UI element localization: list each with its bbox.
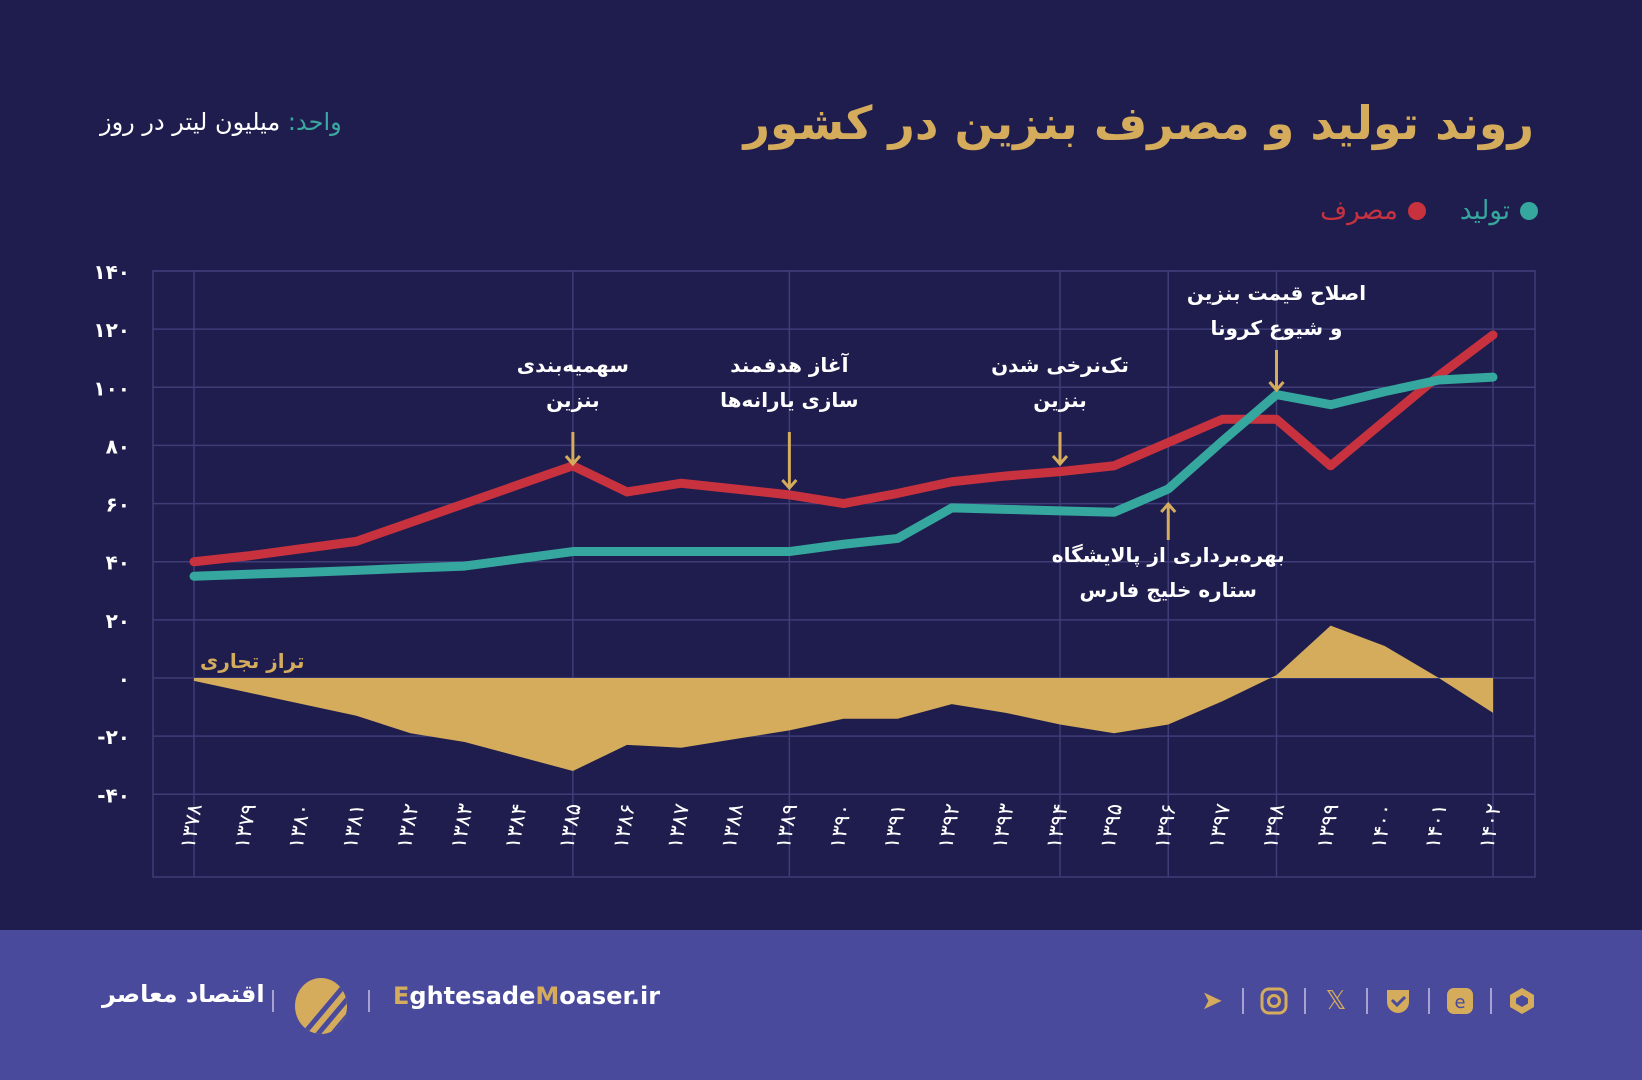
annotation-text: بنزین xyxy=(1033,388,1087,412)
x-tick-label: ۱۳۹۷ xyxy=(1204,802,1235,851)
telegram-icon[interactable]: ➤ xyxy=(1201,986,1223,1016)
brand-name: اقتصاد معاصر xyxy=(102,980,265,1008)
legend: تولید مصرف xyxy=(1320,196,1538,226)
annotation-text: بهره‌برداری از پالایشگاه xyxy=(1052,543,1285,568)
bale-icon[interactable] xyxy=(1381,984,1415,1018)
x-tick-label: ۱۳۸۶ xyxy=(608,802,639,851)
brand-logo xyxy=(295,978,347,1034)
x-tick-label: ۱۳۸۰ xyxy=(284,802,315,851)
annotation-text: ستاره خلیج فارس xyxy=(1080,578,1257,602)
arrow-head-icon xyxy=(1268,381,1285,393)
x-tick-label: ۱۳۸۹ xyxy=(771,802,802,851)
legend-dot xyxy=(1520,202,1538,220)
x-tick-label: ۱۳۹۴ xyxy=(1041,802,1072,851)
divider xyxy=(368,990,370,1012)
y-tick-label: ۱۲۰ xyxy=(93,318,130,342)
x-icon[interactable]: 𝕏 xyxy=(1325,986,1347,1016)
trade-balance-area xyxy=(194,625,1493,772)
trade-balance-label: تراز تجاری xyxy=(200,649,305,673)
arrow-head-icon xyxy=(564,455,582,467)
y-tick-label: -۴۰ xyxy=(97,783,130,807)
y-tick-label: ۲۰ xyxy=(106,609,130,633)
x-tick-label: ۱۳۸۳ xyxy=(446,802,477,851)
y-tick-label: ۱۰۰ xyxy=(93,376,130,400)
annotation-text: تک‌نرخی شدن xyxy=(991,353,1129,377)
x-tick-label: ۱۳۹۵ xyxy=(1096,802,1127,851)
x-tick-label: ۱۳۹۲ xyxy=(933,802,964,851)
x-tick-label: ۱۴۰۱ xyxy=(1420,802,1451,851)
annotation-text: آغاز هدفمند xyxy=(730,352,849,377)
annotation-text: بنزین xyxy=(546,388,600,412)
eitaa-icon[interactable]: e xyxy=(1443,984,1477,1018)
x-tick-label: ۱۳۹۶ xyxy=(1150,802,1181,851)
y-tick-label: ۴۰ xyxy=(106,551,130,575)
arrow-head-icon xyxy=(1051,455,1069,467)
x-tick-label: ۱۴۰۰ xyxy=(1366,802,1397,851)
legend-label: مصرف xyxy=(1320,196,1398,226)
legend-label: تولید xyxy=(1459,196,1510,226)
instagram-icon[interactable] xyxy=(1257,984,1291,1018)
y-tick-label: ۶۰ xyxy=(106,493,130,517)
unit-label: واحد: میلیون لیتر در روز xyxy=(100,108,342,136)
y-tick-label: ۸۰ xyxy=(106,434,130,458)
x-tick-label: ۱۳۸۱ xyxy=(338,802,369,851)
y-tick-label: ۱۴۰ xyxy=(93,260,130,284)
x-tick-label: ۱۳۹۱ xyxy=(879,802,910,851)
legend-dot xyxy=(1407,202,1426,220)
annotation-text: سهمیه‌بندی xyxy=(517,353,629,377)
x-tick-label: ۱۳۹۹ xyxy=(1312,802,1343,851)
x-tick-label: ۱۳۸۲ xyxy=(392,802,423,851)
x-tick-label: ۱۳۹۳ xyxy=(987,802,1018,851)
x-tick-label: ۱۳۸۴ xyxy=(500,802,531,851)
social-links: ➤ 𝕏 e xyxy=(1195,984,1539,1018)
annotation-text: سازی یارانه‌ها xyxy=(720,388,858,412)
unit-value: میلیون لیتر در روز xyxy=(100,108,281,136)
divider xyxy=(272,990,274,1012)
footer: اقتصاد معاصر EghtesadeMoaser.ir ➤ 𝕏 e xyxy=(0,930,1642,1080)
rubika-icon[interactable] xyxy=(1505,984,1539,1018)
x-tick-label: ۱۳۷۹ xyxy=(230,802,261,851)
annotation-text: و شیوع کرونا xyxy=(1211,316,1343,340)
x-tick-label: ۱۳۷۸ xyxy=(175,802,206,851)
website-link[interactable]: EghtesadeMoaser.ir xyxy=(393,982,661,1010)
legend-item-consumption: مصرف xyxy=(1320,196,1426,226)
legend-item-production: تولید xyxy=(1460,196,1538,226)
svg-text:e: e xyxy=(1454,992,1465,1013)
unit-key: واحد: xyxy=(287,108,342,136)
y-tick-label: -۲۰ xyxy=(97,725,130,749)
x-tick-label: ۱۳۸۷ xyxy=(663,802,694,851)
x-tick-label: ۱۴۰۲ xyxy=(1474,802,1505,851)
x-tick-label: ۱۳۹۸ xyxy=(1258,802,1289,851)
x-tick-label: ۱۳۸۵ xyxy=(554,802,585,851)
chart: ۱۴۰ ۱۲۰ ۱۰۰ ۸۰ ۶۰ ۴۰ ۲۰ ۰ -۲۰ -۴۰ تراز تجاری ۱۳۷۸ ۱۳… xyxy=(93,260,1536,878)
x-tick-label: ۱۳۸۸ xyxy=(717,802,748,851)
y-tick-label: ۰ xyxy=(118,667,130,691)
x-tick-label: ۱۳۹۰ xyxy=(825,802,856,851)
annotation-text: اصلاح قیمت بنزین xyxy=(1187,281,1366,305)
chart-title: روند تولید و مصرف بنزین در کشور xyxy=(743,96,1535,150)
arrow-head-icon xyxy=(781,479,798,491)
arrow-head-icon xyxy=(1160,501,1177,513)
